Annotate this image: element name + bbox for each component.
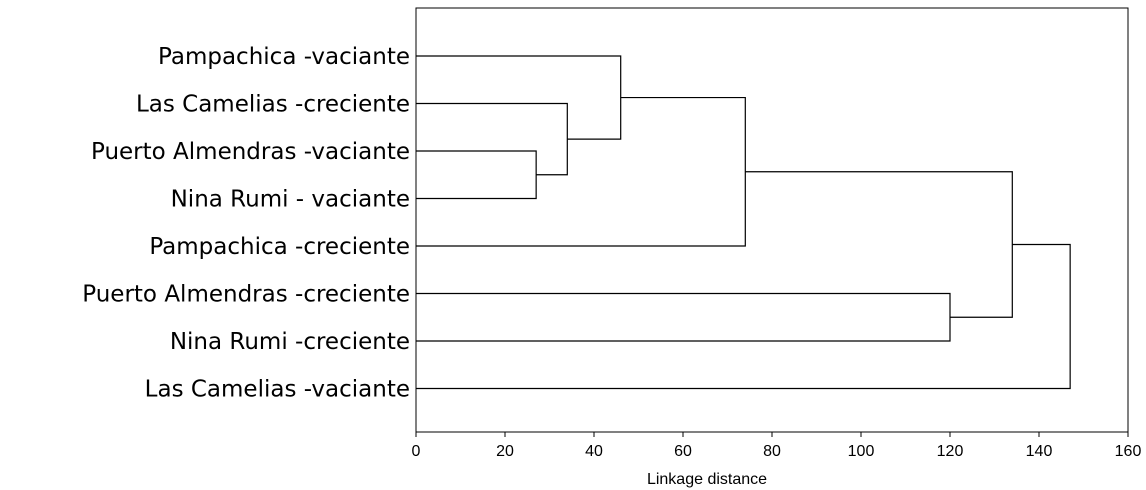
x-axis-ticks: 0 20 40 60 80 100 120 140 160 bbox=[412, 432, 1142, 460]
x-tick-label: 40 bbox=[585, 443, 603, 460]
x-tick-label: 60 bbox=[674, 443, 692, 460]
leaf-label: Pampachica -creciente bbox=[149, 234, 410, 260]
x-tick-label: 80 bbox=[763, 443, 781, 460]
x-tick-label: 120 bbox=[937, 443, 964, 460]
x-tick-label: 140 bbox=[1026, 443, 1053, 460]
leaf-label: Las Camelias -creciente bbox=[136, 92, 410, 118]
leaf-label: Puerto Almendras -creciente bbox=[82, 282, 410, 308]
leaf-label: Puerto Almendras -vaciante bbox=[91, 139, 410, 165]
merge-link bbox=[416, 96, 746, 247]
merge-link bbox=[416, 243, 1071, 390]
dendrogram-links bbox=[416, 55, 1071, 390]
plot-frame bbox=[415, 7, 1129, 433]
merge-link bbox=[416, 102, 568, 176]
x-axis-title: Linkage distance bbox=[647, 471, 767, 488]
merge-link bbox=[416, 55, 622, 140]
x-tick-label: 100 bbox=[848, 443, 875, 460]
x-tick-label: 160 bbox=[1115, 443, 1142, 460]
leaf-label: Nina Rumi - vaciante bbox=[171, 187, 410, 213]
merge-link bbox=[416, 150, 537, 200]
leaf-label: Las Camelias -vaciante bbox=[145, 377, 410, 403]
x-tick-label: 0 bbox=[412, 443, 421, 460]
leaf-labels: Pampachica -vaciante Las Camelias -crecie… bbox=[82, 44, 410, 403]
merge-link bbox=[416, 292, 951, 342]
merge-link bbox=[745, 171, 1013, 318]
leaf-label: Nina Rumi -creciente bbox=[170, 329, 410, 355]
leaf-label: Pampachica -vaciante bbox=[158, 44, 410, 70]
x-tick-label: 20 bbox=[496, 443, 514, 460]
